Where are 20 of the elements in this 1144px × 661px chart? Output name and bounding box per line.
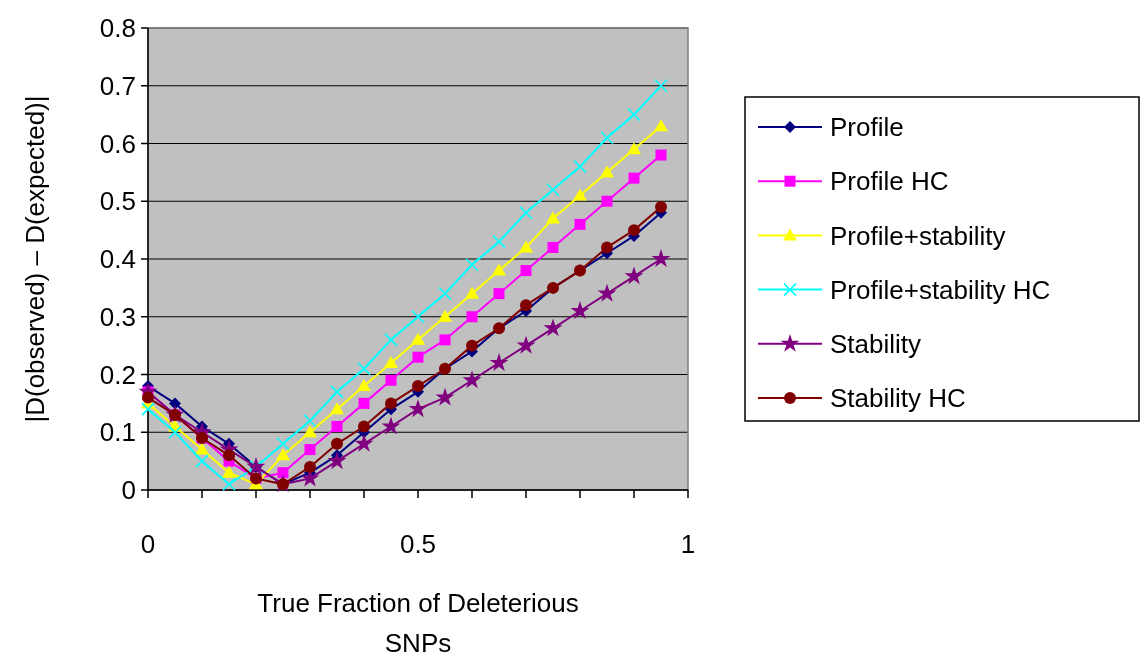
legend-label: Profile <box>830 112 904 143</box>
y-axis-title: |D(observed) – D(expected)| <box>20 95 50 423</box>
y-tick-label: 0.6 <box>99 128 136 159</box>
legend-label: Stability HC <box>830 383 966 414</box>
x-tick-label: 1 <box>680 529 696 559</box>
y-tick-label: 0.7 <box>99 70 136 101</box>
legend-label: Stability <box>830 328 922 359</box>
legend-label: Profile+stability <box>830 220 1006 251</box>
y-tick-label: 0.8 <box>99 13 136 44</box>
legend-label: Profile+stability HC <box>830 274 1051 305</box>
x-axis-title: True Fraction of Deleterious SNPs <box>257 588 579 658</box>
x-tick-label: 0 <box>140 529 156 559</box>
legend-label: Profile HC <box>830 166 949 197</box>
y-tick-label: 0 <box>121 475 136 506</box>
y-tick-label: 0.1 <box>99 417 136 448</box>
y-tick-label: 0.5 <box>99 186 136 217</box>
y-tick-label: 0.4 <box>99 244 136 275</box>
y-tick-label: 0.2 <box>99 359 136 390</box>
x-tick-label: 0.5 <box>399 529 437 559</box>
y-tick-label: 0.3 <box>99 301 136 332</box>
